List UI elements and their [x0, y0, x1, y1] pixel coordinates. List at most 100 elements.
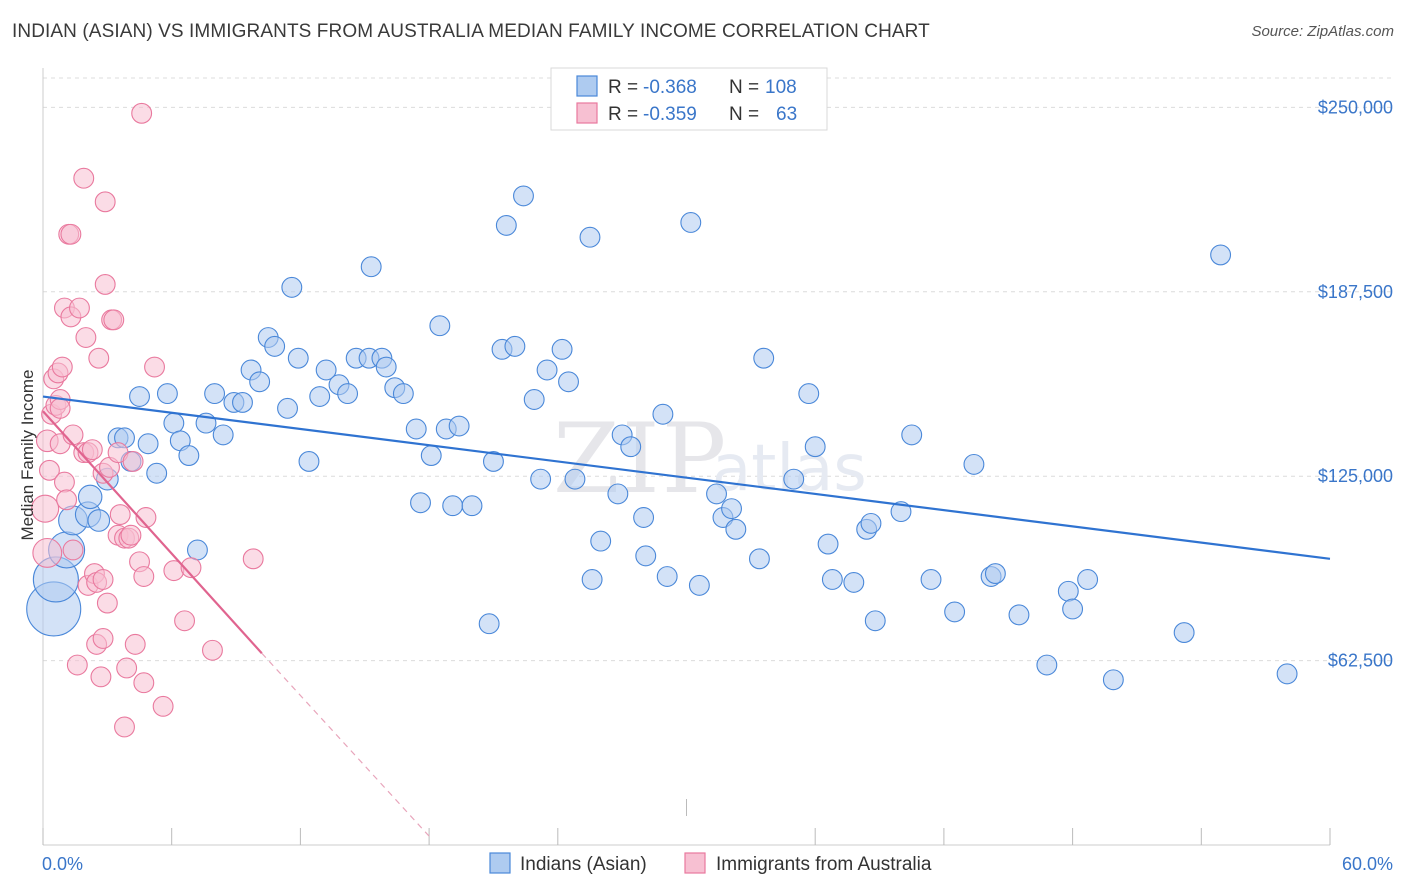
australia-point-46: [114, 716, 135, 738]
indian-point-50: [461, 495, 483, 517]
watermark-zip: ZIP: [553, 403, 728, 515]
indian-point-60: [551, 338, 573, 360]
indian-point-28: [277, 397, 298, 419]
indian-point-5: [77, 484, 103, 510]
indian-point-23: [232, 391, 253, 413]
australia-point-38: [96, 592, 118, 614]
australia-point-54: [133, 672, 155, 694]
indian-point-88: [860, 512, 882, 534]
indian-point-17: [178, 445, 200, 466]
australia-point-35: [92, 628, 114, 649]
indian-point-101: [1077, 569, 1099, 590]
indian-point-83: [804, 436, 826, 458]
legend-r-label-1: R =: [608, 77, 638, 98]
indian-point-80: [753, 347, 775, 369]
series-immigrants-australia: [31, 102, 264, 738]
chart-title: INDIAN (ASIAN) VS IMMIGRANTS FROM AUSTRA…: [12, 21, 930, 42]
indian-point-66: [607, 483, 629, 505]
indian-point-12: [137, 433, 159, 455]
indian-point-71: [652, 403, 674, 425]
indian-point-93: [944, 601, 966, 623]
indian-point-35: [337, 383, 359, 405]
indian-point-44: [410, 492, 431, 514]
trend-line-indian: [42, 395, 1331, 560]
legend-n-label-2: N =: [729, 104, 759, 125]
indian-point-55: [504, 335, 526, 357]
indian-point-81: [783, 468, 805, 490]
y-tick-label-0: $62,500: [1328, 651, 1393, 671]
australia-point-18: [62, 424, 84, 446]
y-tick-label-1: $125,000: [1318, 466, 1393, 486]
australia-point-24: [75, 327, 97, 348]
indian-point-38: [360, 256, 382, 278]
indian-point-51: [478, 613, 500, 635]
australia-point-13: [53, 471, 75, 493]
y-tick-label-2: $187,500: [1318, 282, 1393, 302]
x-tick-max: 60.0%: [1342, 854, 1393, 874]
indian-point-94: [963, 453, 985, 475]
australia-point-53: [131, 102, 153, 124]
y-axis-title: Median Family Income: [18, 369, 37, 540]
indian-point-79: [748, 548, 770, 570]
indian-point-27: [264, 335, 286, 357]
axes: [42, 68, 1331, 846]
indian-point-103: [1173, 622, 1195, 644]
indian-point-69: [633, 507, 655, 528]
indian-point-62: [564, 468, 586, 490]
indian-point-89: [864, 610, 886, 632]
indian-point-86: [843, 571, 865, 593]
indian-point-78: [725, 518, 747, 540]
australia-point-37: [94, 191, 116, 213]
y-tick-labels: $62,500 $125,000 $187,500 $250,000: [1318, 97, 1393, 670]
indian-point-11: [129, 386, 150, 407]
indian-point-20: [204, 383, 226, 405]
indian-point-85: [821, 569, 843, 590]
indian-point-105: [1276, 663, 1298, 685]
australia-point-16: [60, 223, 82, 245]
indian-point-14: [156, 383, 178, 405]
indian-point-73: [680, 212, 702, 233]
indian-point-15: [163, 412, 185, 434]
indian-point-48: [442, 495, 464, 517]
trend-lines: [42, 395, 1331, 837]
legend-n-value-2: 63: [776, 104, 797, 125]
bottom-legend-label-pink: Immigrants from Australia: [716, 854, 932, 875]
indian-point-99: [1057, 580, 1079, 602]
bottom-legend-swatch-pink: [684, 852, 706, 874]
indian-point-61: [558, 371, 579, 393]
indian-point-96: [984, 563, 1006, 585]
australia-point-56: [135, 507, 157, 528]
indian-point-54: [495, 214, 517, 236]
australia-point-63: [242, 548, 264, 570]
trend-line-australia-extension: [261, 652, 430, 837]
indian-point-65: [590, 530, 612, 552]
indian-point-31: [298, 451, 320, 472]
indian-point-21: [212, 424, 234, 446]
australia-point-20: [66, 654, 88, 676]
top-legend: R = -0.368 N = 108 R = -0.359 N = 63: [550, 67, 828, 131]
indian-point-97: [1008, 604, 1030, 626]
legend-swatch-blue: [576, 75, 598, 97]
indian-point-98: [1036, 654, 1058, 676]
legend-r-value-1: -0.368: [643, 77, 697, 98]
bottom-legend-swatch-blue: [489, 852, 511, 874]
indian-point-82: [798, 383, 820, 405]
indian-point-91: [901, 424, 923, 446]
indian-point-56: [513, 185, 534, 207]
australia-point-44: [109, 504, 131, 526]
australia-point-32: [90, 666, 112, 688]
australia-point-51: [124, 633, 146, 655]
australia-point-47: [116, 657, 138, 679]
indian-point-18: [186, 539, 208, 561]
indian-point-40: [375, 356, 397, 378]
australia-point-58: [152, 695, 174, 717]
indian-point-74: [688, 574, 710, 596]
indian-point-43: [405, 418, 427, 440]
source-credit: Source: ZipAtlas.com: [1251, 23, 1394, 40]
indian-point-63: [579, 226, 601, 248]
australia-point-55: [133, 566, 155, 587]
australia-point-36: [94, 273, 116, 295]
australia-point-31: [88, 347, 110, 369]
indian-point-25: [249, 371, 271, 393]
indian-point-59: [536, 359, 558, 381]
